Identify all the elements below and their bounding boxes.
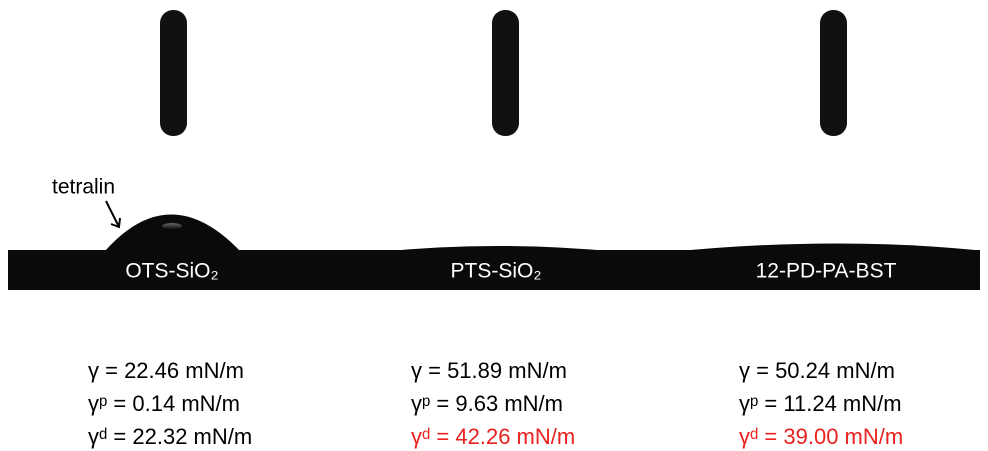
- surface-energy: γ = 51.89 mN/m: [411, 358, 567, 383]
- needle: [492, 10, 519, 136]
- surface-energy: γ = 50.24 mN/m: [739, 358, 895, 383]
- droplet-highlight: [162, 223, 182, 229]
- values: γ = 22.46 mN/m γᵖ = 0.14 mN/m γᵈ = 22.32 m…: [88, 358, 903, 449]
- surface-energy: γ = 22.46 mN/m: [88, 358, 244, 383]
- droplet-flat: [380, 246, 620, 252]
- annotation: tetralin: [52, 176, 115, 199]
- substrate-label: OTS-SiO₂: [125, 260, 218, 283]
- droplet-flat: [670, 243, 975, 252]
- surface-energy: γᵈ = 42.26 mN/m: [411, 424, 575, 449]
- substrate-label: PTS-SiO₂: [451, 260, 542, 283]
- surface-energy: γᵖ = 0.14 mN/m: [88, 391, 240, 416]
- needle: [160, 10, 187, 136]
- substrate-label: 12-PD-PA-BST: [756, 260, 897, 283]
- arrow: [106, 201, 120, 227]
- surface-energy: γᵖ = 9.63 mN/m: [411, 391, 563, 416]
- needle: [820, 10, 847, 136]
- surface-energy: γᵖ = 11.24 mN/m: [739, 391, 902, 416]
- surface-energy: γᵈ = 22.32 mN/m: [88, 424, 252, 449]
- page: tetralin OTS-SiO₂ PTS-SiO₂ 12-PD-PA-BST …: [0, 0, 988, 451]
- surface-energy: γᵈ = 39.00 mN/m: [739, 424, 903, 449]
- figure: tetralin OTS-SiO₂ PTS-SiO₂ 12-PD-PA-BST …: [0, 0, 988, 451]
